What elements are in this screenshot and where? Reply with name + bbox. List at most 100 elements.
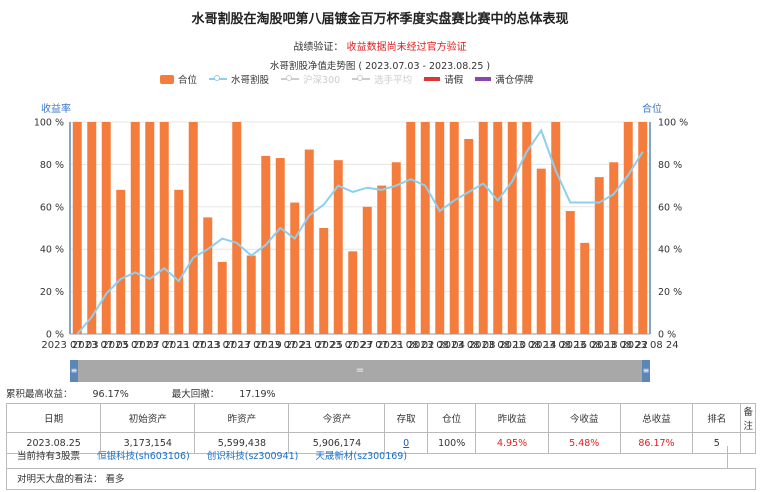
x-tick-label: 2023 08 16 (530, 340, 587, 351)
position-bar (348, 251, 358, 334)
cell-position: 100% (426, 432, 477, 454)
cell-rank: 5 (692, 432, 742, 454)
holdings-row: 当前持有3股票 恒银科技(sh603106) 创识科技(sz300941) 天晟… (6, 446, 728, 468)
position-bar (333, 160, 343, 334)
position-bar (130, 122, 140, 334)
holding-stock-link[interactable]: 天晟新材(sz300169) (315, 451, 408, 462)
y-tick-right: 60 % (658, 202, 682, 213)
deposit-link[interactable]: 0 (403, 437, 410, 449)
position-bar (319, 228, 329, 334)
max-drawdown: 最大回撤： 17.19% (171, 389, 276, 400)
opinion-label: 对明天大盘的看法： (17, 474, 103, 485)
return-line (76, 128, 644, 335)
verify-label: 战绩验证： (293, 42, 344, 53)
y-tick-right: 0 % (658, 330, 676, 341)
legend-label: 水哥割股 (231, 75, 270, 86)
x-tick-label: 2023 07 03 (41, 340, 98, 351)
legend-item-position[interactable]: 合位 (160, 72, 197, 86)
chart-legend: 合位 水哥割股 沪深300 选手平均 请假 满仓停牌 (160, 72, 533, 86)
legend-item-leave[interactable]: 请假 (424, 72, 463, 86)
position-bar (522, 122, 532, 334)
x-tick-label: 2023 08 04 (408, 340, 465, 351)
chart-title: 水哥割股净值走势图 ( 2023.07.03 - 2023.08.25 ) (269, 61, 491, 72)
x-tick-label: 2023 07 11 (133, 340, 190, 351)
summary-line: 累积最高收益： 96.17% 最大回撤： 17.19% (6, 386, 316, 400)
position-bar (362, 206, 372, 334)
position-bar (290, 202, 300, 334)
legend-swatch-flat (424, 77, 441, 81)
cell-yesterday-return: 4.95% (475, 432, 549, 454)
position-bar (623, 122, 633, 334)
position-bar (565, 211, 575, 334)
position-bar (507, 122, 517, 334)
col-date: 日期 (5, 403, 102, 433)
position-bar (449, 122, 459, 334)
legend-label: 沪深300 (303, 75, 341, 86)
y-tick-right: 80 % (658, 160, 682, 171)
position-bar (493, 122, 503, 334)
legend-label: 满仓停牌 (495, 75, 534, 86)
page-title: 水哥割股在淘股吧第八届镀金百万杯季度实盘赛比赛中的总体表现 (191, 12, 569, 27)
col-note: 备注 (740, 403, 756, 433)
col-deposit: 存取 (384, 403, 428, 433)
col-yesterday: 昨资产 (194, 403, 290, 433)
legend-swatch-line (209, 75, 228, 81)
opinion-value: 看多 (105, 474, 125, 485)
holding-stock-link[interactable]: 创识科技(sz300941) (206, 451, 299, 462)
legend-label: 选手平均 (374, 75, 413, 86)
x-tick-label: 2023 08 02 (377, 340, 434, 351)
x-tick-label: 2023 08 08 (438, 340, 495, 351)
position-bar (609, 162, 619, 334)
market-opinion-row: 对明天大盘的看法： 看多 (6, 468, 756, 490)
position-bar (72, 122, 82, 334)
x-tick-label: 2023 08 18 (560, 340, 617, 351)
cell-yesterday: 5,599,438 (194, 432, 290, 454)
x-tick-label: 2023 07 21 (255, 340, 312, 351)
legend-label: 请假 (444, 75, 464, 86)
legend-swatch-line (281, 75, 300, 81)
position-bar (638, 122, 648, 334)
holdings-label: 当前持有3股票 (17, 451, 81, 462)
col-initial: 初始资产 (100, 403, 196, 433)
legend-item-average[interactable]: 选手平均 (352, 72, 412, 86)
y-tick-right: 100 % (658, 118, 688, 129)
holding-stock-link[interactable]: 恒银科技(sh603106) (97, 451, 190, 462)
x-tick-label: 2023 08 10 (469, 340, 526, 351)
legend-swatch-flat (475, 77, 492, 81)
position-bar (391, 162, 401, 334)
y-tick-left: 100 % (34, 118, 64, 129)
chart-scrollbar[interactable]: ≡ = ≡ (70, 360, 650, 382)
stats-table: 日期 初始资产 昨资产 今资产 存取 仓位 昨收益 今收益 总收益 排名 备注 … (5, 403, 756, 454)
x-tick-label: 2023 07 31 (347, 340, 404, 351)
y-axis-title-left: 收益率 (41, 102, 71, 115)
scrollbar-right-handle[interactable]: ≡ (642, 360, 650, 382)
col-today: 今资产 (288, 403, 386, 433)
position-bar (580, 242, 590, 334)
position-bar (464, 138, 474, 334)
position-bar (232, 122, 242, 334)
legend-item-suspend[interactable]: 满仓停牌 (475, 72, 533, 86)
scrollbar-left-handle[interactable]: ≡ (70, 360, 78, 382)
legend-label: 合位 (178, 75, 198, 86)
position-bar (536, 168, 546, 334)
y-tick-left: 40 % (40, 245, 64, 256)
verify-warning: 收益数据尚未经过官方验证 (346, 42, 467, 53)
y-tick-left: 20 % (40, 287, 64, 298)
y-tick-right: 20 % (658, 287, 682, 298)
x-tick-label: 2023 07 27 (316, 340, 373, 351)
net-value-chart: 0 % 20 % 40 % 60 % 80 % 100 % 0 % 20 % 40 % 60 % 8… (34, 102, 688, 351)
position-bar (304, 149, 314, 334)
position-bar (420, 122, 430, 334)
legend-item-hs300[interactable]: 沪深300 (281, 72, 340, 86)
position-bar (217, 261, 227, 334)
y-tick-left: 60 % (40, 202, 64, 213)
cell-date: 2023.08.25 (5, 432, 102, 454)
x-tick-label: 2023 07 13 (163, 340, 220, 351)
position-bar (159, 122, 169, 334)
position-bar (87, 122, 97, 334)
x-tick-label: 2023 07 25 (286, 340, 343, 351)
legend-item-return[interactable]: 水哥割股 (209, 72, 269, 86)
cell-note (740, 432, 756, 454)
scrollbar-center-grip[interactable]: = (355, 365, 365, 376)
y-tick-left: 0 % (46, 330, 64, 341)
